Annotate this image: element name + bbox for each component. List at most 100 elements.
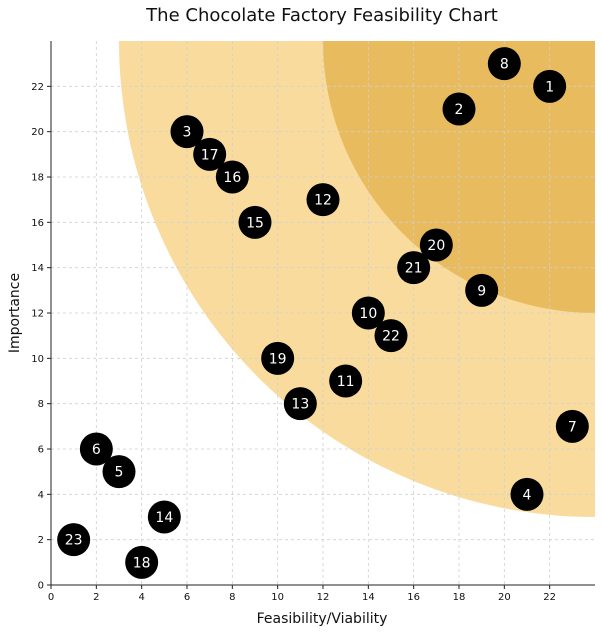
point-label: 21 [405, 261, 423, 277]
point-marker [147, 500, 181, 534]
point-marker [170, 115, 204, 149]
point-label: 14 [155, 510, 173, 526]
point-label: 8 [500, 57, 509, 73]
point-1: 1 [533, 69, 567, 103]
point-marker [351, 296, 385, 330]
point-17: 17 [193, 137, 227, 171]
point-15: 15 [238, 205, 272, 239]
chart-title: The Chocolate Factory Feasibility Chart [145, 5, 498, 26]
point-23: 23 [57, 523, 91, 557]
point-21: 21 [397, 251, 431, 285]
y-tick-label: 4 [38, 490, 44, 501]
y-tick-label: 18 [31, 173, 44, 184]
point-9: 9 [465, 273, 499, 307]
point-19: 19 [261, 341, 295, 375]
point-4: 4 [510, 477, 544, 511]
point-10: 10 [351, 296, 385, 330]
point-label: 11 [337, 374, 355, 390]
point-3: 3 [170, 115, 204, 149]
point-marker [510, 477, 544, 511]
point-label: 9 [477, 283, 486, 299]
point-marker [374, 319, 408, 353]
point-label: 16 [223, 170, 241, 186]
point-marker [442, 92, 476, 126]
point-16: 16 [215, 160, 249, 194]
x-tick-label: 6 [184, 592, 190, 603]
point-marker [465, 273, 499, 307]
point-marker [533, 69, 567, 103]
point-label: 12 [314, 193, 332, 209]
y-tick-label: 20 [31, 127, 44, 138]
point-5: 5 [102, 455, 136, 489]
point-marker [419, 228, 453, 262]
point-label: 13 [291, 397, 309, 413]
x-tick-label: 14 [362, 592, 375, 603]
x-tick-label: 4 [138, 592, 144, 603]
point-marker [102, 455, 136, 489]
point-label: 23 [65, 533, 83, 549]
x-tick-label: 20 [498, 592, 511, 603]
x-tick-label: 2 [93, 592, 99, 603]
point-label: 17 [201, 147, 219, 163]
x-tick-label: 18 [453, 592, 466, 603]
point-18: 18 [125, 545, 159, 579]
point-marker [215, 160, 249, 194]
point-marker [397, 251, 431, 285]
point-label: 19 [269, 351, 287, 367]
point-marker [283, 387, 317, 421]
point-20: 20 [419, 228, 453, 262]
point-marker [238, 205, 272, 239]
x-tick-label: 10 [271, 592, 284, 603]
y-tick-label: 10 [31, 354, 44, 365]
point-label: 2 [455, 102, 464, 118]
y-tick-label: 8 [38, 399, 44, 410]
y-tick-label: 16 [31, 218, 44, 229]
point-marker [555, 409, 589, 443]
point-14: 14 [147, 500, 181, 534]
point-11: 11 [329, 364, 363, 398]
y-tick-label: 2 [38, 535, 44, 546]
point-2: 2 [442, 92, 476, 126]
point-label: 18 [133, 555, 151, 571]
point-label: 4 [523, 487, 532, 503]
point-marker [261, 341, 295, 375]
point-marker [487, 47, 521, 81]
point-label: 20 [427, 238, 445, 254]
point-6: 6 [79, 432, 113, 466]
x-tick-label: 16 [407, 592, 420, 603]
x-axis-label: Feasibility/Viability [257, 611, 388, 627]
point-marker [125, 545, 159, 579]
y-tick-label: 22 [31, 82, 44, 93]
y-tick-label: 0 [38, 581, 44, 592]
y-tick-label: 12 [31, 309, 44, 320]
point-8: 8 [487, 47, 521, 81]
point-label: 22 [382, 329, 400, 345]
x-tick-label: 8 [229, 592, 235, 603]
y-tick-label: 14 [31, 263, 44, 274]
point-label: 10 [359, 306, 377, 322]
point-13: 13 [283, 387, 317, 421]
point-label: 6 [92, 442, 101, 458]
x-tick-label: 22 [543, 592, 556, 603]
point-label: 3 [183, 125, 192, 141]
point-label: 7 [568, 419, 577, 435]
point-marker [306, 183, 340, 217]
point-marker [329, 364, 363, 398]
y-axis-label: Importance [7, 273, 23, 353]
y-tick-label: 6 [38, 445, 44, 456]
point-22: 22 [374, 319, 408, 353]
point-label: 5 [115, 465, 124, 481]
x-tick-label: 12 [317, 592, 330, 603]
point-label: 1 [545, 79, 554, 95]
point-7: 7 [555, 409, 589, 443]
point-marker [193, 137, 227, 171]
zones-layer [119, 41, 595, 517]
point-marker [57, 523, 91, 557]
x-tick-label: 0 [48, 592, 54, 603]
point-marker [79, 432, 113, 466]
point-label: 15 [246, 215, 264, 231]
point-12: 12 [306, 183, 340, 217]
